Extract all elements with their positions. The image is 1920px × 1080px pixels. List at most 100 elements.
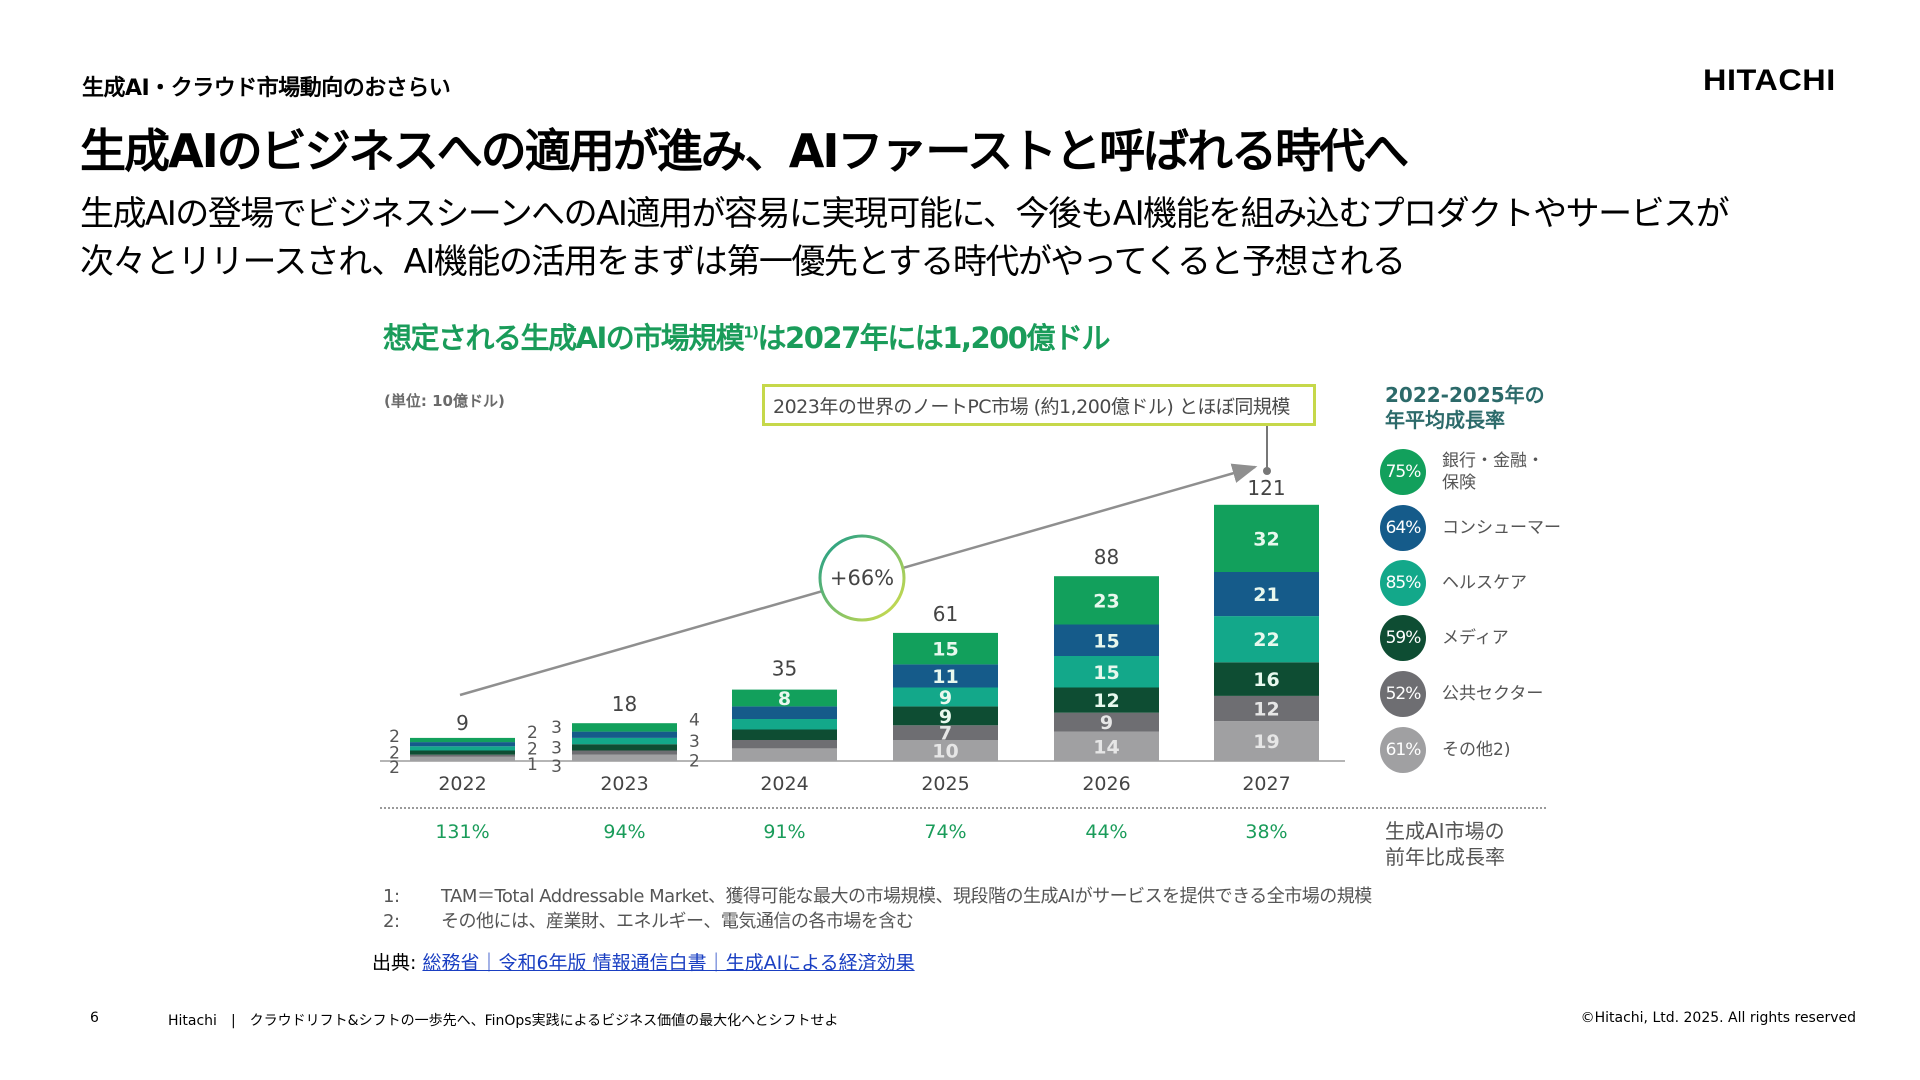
legend-cagr-circle: 61% — [1380, 727, 1426, 773]
legend-item: 64% コンシューマー — [1380, 505, 1561, 551]
bar-segment — [893, 740, 998, 761]
legend-label: ヘルスケア — [1442, 573, 1527, 593]
footnote-2: 2: その他には、産業財、エネルギー、電気通信の各市場を含む — [383, 907, 914, 933]
segment-value-label: 4 — [689, 710, 700, 730]
page-title: 生成AIのビジネスへの適用が進み、AIファーストと呼ばれる時代へ — [80, 124, 1409, 178]
segment-value-label: 9 — [1100, 712, 1113, 734]
legend-cagr-circle: 64% — [1380, 505, 1426, 551]
yoy-growth-label: 生成AI市場の 前年比成長率 — [1385, 819, 1505, 869]
bar-segment — [732, 740, 837, 749]
bar-segment — [572, 723, 677, 732]
legend-label: その他2) — [1442, 740, 1511, 760]
bar-segment — [1054, 624, 1159, 656]
bar-segment — [410, 756, 515, 761]
bar-segment — [572, 754, 677, 761]
segment-value-label: 14 — [1093, 736, 1119, 758]
source: 出典: 総務省｜令和6年版 情報通信白書｜生成AIによる経済効果 — [372, 948, 915, 975]
yoy-growth-value: 94% — [603, 821, 645, 843]
x-tick-label: 2022 — [438, 773, 486, 795]
yoy-growth-value: 38% — [1245, 821, 1287, 843]
segment-value-label: 19 — [1253, 731, 1279, 753]
segment-value-label: 2 — [689, 752, 700, 772]
x-tick-label: 2025 — [921, 773, 969, 795]
bar-total-label: 18 — [612, 692, 637, 716]
segment-value-label: 3 — [551, 738, 562, 758]
segment-value-label: 15 — [932, 639, 958, 661]
callout-box: 2023年の世界のノートPC市場 (約1,200億ドル) とほぼ同規模 — [762, 384, 1316, 426]
bar-segment — [732, 748, 837, 761]
bar-segment — [410, 754, 515, 757]
segment-value-label: 3 — [689, 732, 700, 752]
chart-title-footnote-ref: 1) — [743, 323, 759, 342]
callout-text: 2023年の世界のノートPC市場 (約1,200億ドル) とほぼ同規模 — [773, 395, 1290, 418]
bar-segment — [893, 706, 998, 726]
bar-segment — [1214, 572, 1319, 617]
x-tick-label: 2024 — [760, 773, 808, 795]
segment-value-label: 12 — [1093, 690, 1119, 712]
legend-item: 59% メディア — [1380, 615, 1509, 661]
legend-label: 銀行・金融・ 保険 — [1442, 451, 1544, 493]
bar-segment — [572, 737, 677, 745]
footnote-text: その他には、産業財、エネルギー、電気通信の各市場を含む — [441, 911, 914, 932]
bar-segment — [572, 750, 677, 755]
segment-value-label: 3 — [551, 718, 562, 738]
segment-value-label: 15 — [1093, 630, 1119, 652]
bar-segment — [410, 746, 515, 751]
bar-segment — [1054, 576, 1159, 625]
unit-label: (単位: 10億ドル) — [384, 392, 505, 410]
bar-total-label: 121 — [1247, 476, 1285, 500]
page-number: 6 — [90, 1010, 99, 1026]
bar-total-label: 88 — [1094, 545, 1119, 569]
footer-text: Hitachi | クラウドリフト&シフトの一歩先へ、FinOps実践によるビジ… — [168, 1013, 839, 1029]
bar-total-label: 9 — [456, 711, 469, 735]
segment-value-label: 3 — [551, 757, 562, 777]
legend-label: 公共セクター — [1442, 684, 1544, 704]
yoy-growth-value: 131% — [435, 821, 489, 843]
segment-value-label: 1 — [527, 755, 538, 775]
yoy-growth-value: 91% — [763, 821, 805, 843]
lead-text: 生成AIの登場でビジネスシーンへのAI適用が容易に実現可能に、今後もAI機能を組… — [80, 190, 1730, 286]
legend-item: 61% その他2) — [1380, 727, 1510, 773]
section-label: 生成AI・クラウド市場動向のおさらい — [82, 76, 451, 101]
legend-item: 52% 公共セクター — [1380, 671, 1543, 717]
bar-segment — [893, 664, 998, 688]
segment-value-label: 10 — [932, 741, 958, 763]
footnote-1: 1: TAM＝Total Addressable Market、獲得可能な最大の市… — [383, 882, 1372, 908]
source-prefix: 出典: — [372, 952, 423, 974]
bar-segment — [1214, 721, 1319, 761]
bar-segment — [572, 731, 677, 738]
bar-segment — [410, 750, 515, 755]
callout-connector-dot — [1263, 467, 1271, 475]
bar-segment — [410, 737, 515, 743]
x-tick-label: 2026 — [1082, 773, 1130, 795]
segment-value-label: 16 — [1253, 669, 1279, 691]
yoy-growth-value: 74% — [924, 821, 966, 843]
bar-segment — [410, 742, 515, 747]
legend-cagr-circle: 59% — [1380, 615, 1426, 661]
bar-segment — [893, 687, 998, 707]
bar-segment — [893, 725, 998, 740]
chart-title: 想定される生成AIの市場規模1)は2027年には1,200億ドル — [383, 315, 1111, 357]
segment-value-label: 2 — [527, 739, 538, 759]
segment-value-label: 2 — [527, 723, 538, 743]
chart-title-main: 想定される生成AIの市場規模 — [383, 321, 745, 355]
footnote-text: TAM＝Total Addressable Market、獲得可能な最大の市場規… — [441, 886, 1372, 907]
segment-value-label: 23 — [1093, 590, 1119, 612]
bar-segment — [732, 719, 837, 730]
legend-item: 75% 銀行・金融・ 保険 — [1380, 449, 1544, 495]
bar-segment — [1214, 662, 1319, 696]
x-tick-label: 2027 — [1242, 773, 1290, 795]
legend-label: メディア — [1442, 628, 1509, 648]
segment-value-label: 8 — [778, 688, 791, 710]
x-tick-label: 2023 — [600, 773, 648, 795]
bar-segment — [1214, 616, 1319, 663]
legend-cagr-circle: 75% — [1380, 449, 1426, 495]
source-link[interactable]: 総務省｜令和6年版 情報通信白書｜生成AIによる経済効果 — [422, 952, 915, 974]
copyright: ©Hitachi, Ltd. 2025. All rights reserved — [1580, 1010, 1856, 1026]
cagr-circle — [818, 534, 906, 622]
segment-value-label: 2 — [389, 744, 400, 764]
bar-segment — [1214, 695, 1319, 722]
footnote-number: 2: — [383, 911, 400, 932]
bar-segment — [732, 706, 837, 719]
